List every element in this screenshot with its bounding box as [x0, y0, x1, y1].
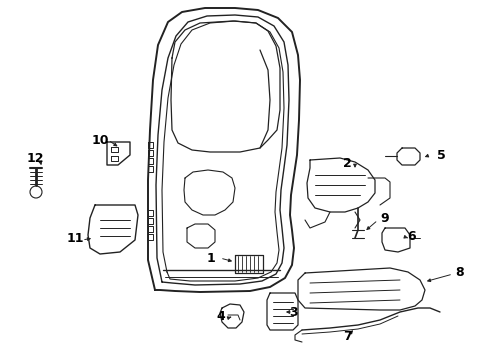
- Text: 12: 12: [26, 152, 44, 165]
- Text: 4: 4: [216, 310, 225, 323]
- Text: 8: 8: [455, 266, 464, 279]
- Text: 10: 10: [91, 134, 109, 147]
- Text: 7: 7: [343, 330, 352, 343]
- Text: 11: 11: [66, 231, 84, 244]
- Text: 1: 1: [206, 252, 215, 265]
- Text: 9: 9: [380, 212, 389, 225]
- Text: 6: 6: [407, 230, 416, 243]
- Text: 2: 2: [343, 157, 352, 170]
- Text: 5: 5: [437, 149, 446, 162]
- Text: 3: 3: [289, 306, 297, 319]
